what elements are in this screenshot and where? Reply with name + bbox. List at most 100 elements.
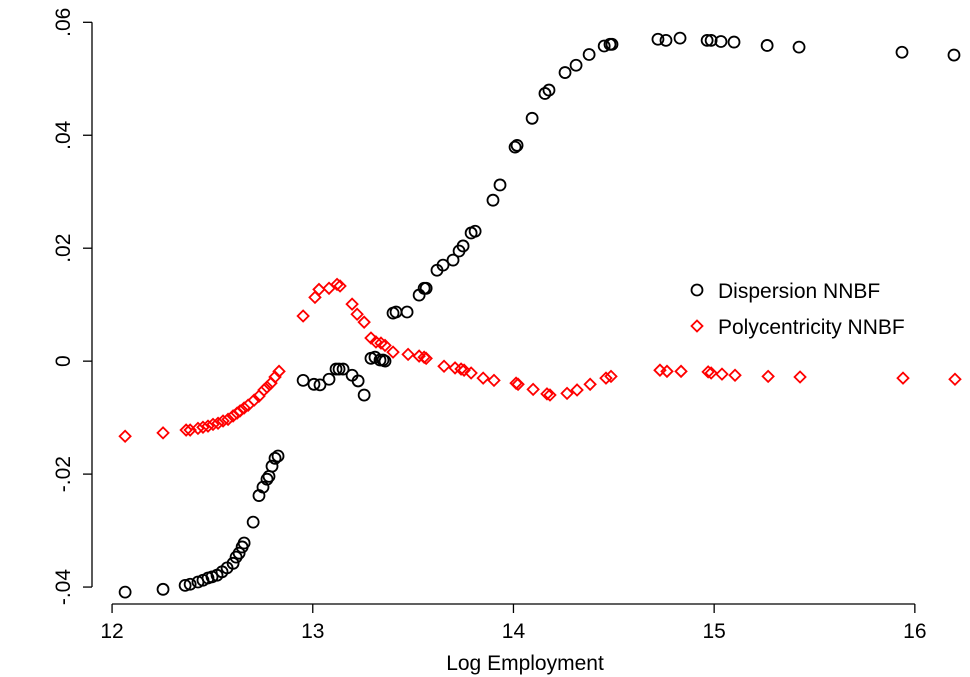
x-tick-label: 15 (702, 620, 725, 643)
data-point (201, 419, 215, 433)
data-point (895, 45, 909, 59)
data-point (237, 536, 251, 550)
data-point (493, 178, 507, 192)
x-tick-label: 12 (100, 620, 123, 643)
y-tick-label: .02 (52, 234, 75, 263)
data-point (211, 416, 225, 431)
data-point (476, 371, 490, 385)
data-point (486, 193, 500, 207)
data-point (307, 377, 321, 391)
data-point (400, 305, 414, 319)
data-point (268, 451, 282, 465)
data-point (183, 577, 197, 591)
y-tick-label: .04 (52, 120, 75, 150)
data-point (401, 347, 415, 362)
y-tick-label: .06 (52, 8, 75, 37)
data-point (308, 290, 322, 305)
data-point (487, 373, 501, 388)
data-point (322, 372, 336, 386)
data-point (345, 297, 359, 311)
data-point (673, 31, 687, 45)
data-point (701, 365, 715, 379)
data-point (196, 420, 210, 435)
data-point (674, 364, 688, 379)
data-point (156, 582, 170, 596)
data-point (232, 546, 246, 560)
data-point (351, 374, 365, 388)
legend-label: Polycentricity NNBF (718, 316, 905, 339)
data-point (583, 377, 597, 392)
data-point (386, 345, 400, 359)
y-tick-label: -.02 (52, 456, 75, 492)
data-point (896, 371, 910, 385)
data-point (378, 354, 392, 368)
data-point (542, 83, 556, 97)
data-point (357, 315, 371, 329)
x-tick-label: 16 (903, 620, 926, 643)
data-point (330, 277, 344, 292)
x-axis-title: Log Employment (446, 652, 604, 675)
legend-marker (690, 319, 704, 333)
data-point (233, 404, 247, 418)
data-point (265, 459, 279, 473)
data-point (272, 364, 286, 379)
data-point (336, 362, 350, 376)
data-point (446, 253, 460, 267)
legend-label: Dispersion NNBF (718, 280, 880, 303)
data-point (792, 40, 806, 54)
data-point (260, 472, 274, 486)
data-point (526, 382, 540, 397)
data-point (538, 87, 552, 100)
data-point (543, 388, 557, 402)
data-point (350, 307, 364, 322)
data-point (660, 364, 674, 379)
data-point (508, 140, 522, 154)
data-point (271, 449, 285, 463)
data-point (651, 32, 665, 46)
data-point (599, 371, 613, 385)
data-point (558, 66, 572, 79)
data-point (260, 380, 274, 394)
data-point (437, 359, 451, 374)
data-point (659, 33, 673, 47)
y-tick-label: -.04 (52, 569, 75, 606)
data-point (226, 556, 240, 570)
data-point (296, 373, 310, 387)
data-point (468, 224, 482, 238)
data-point (948, 372, 962, 386)
data-point (312, 282, 326, 297)
data-point (419, 351, 433, 366)
data-point (378, 338, 392, 353)
data-point (761, 369, 775, 384)
data-point (947, 48, 961, 62)
data-point (313, 378, 327, 392)
data-point (191, 421, 205, 436)
data-point (570, 383, 584, 397)
data-point (604, 369, 618, 384)
data-point (704, 366, 718, 380)
data-point (118, 585, 132, 599)
y-tick-label: 0 (52, 355, 75, 367)
data-point (760, 39, 774, 52)
data-point (357, 388, 371, 402)
data-point (715, 367, 729, 381)
x-tick-label: 14 (502, 620, 526, 643)
data-point (436, 258, 450, 272)
data-point (511, 377, 525, 392)
data-point (221, 412, 235, 427)
data-point (456, 239, 470, 253)
data-point (793, 370, 807, 384)
data-point (605, 37, 619, 51)
x-tick-label: 13 (301, 620, 324, 643)
data-point (454, 362, 468, 376)
data-point (597, 39, 611, 53)
data-point (247, 393, 261, 407)
data-point (268, 370, 282, 384)
data-point (216, 414, 230, 428)
data-point (510, 139, 524, 152)
data-point (178, 578, 192, 592)
data-point (700, 33, 714, 47)
data-point (156, 426, 170, 440)
data-point (560, 386, 574, 401)
